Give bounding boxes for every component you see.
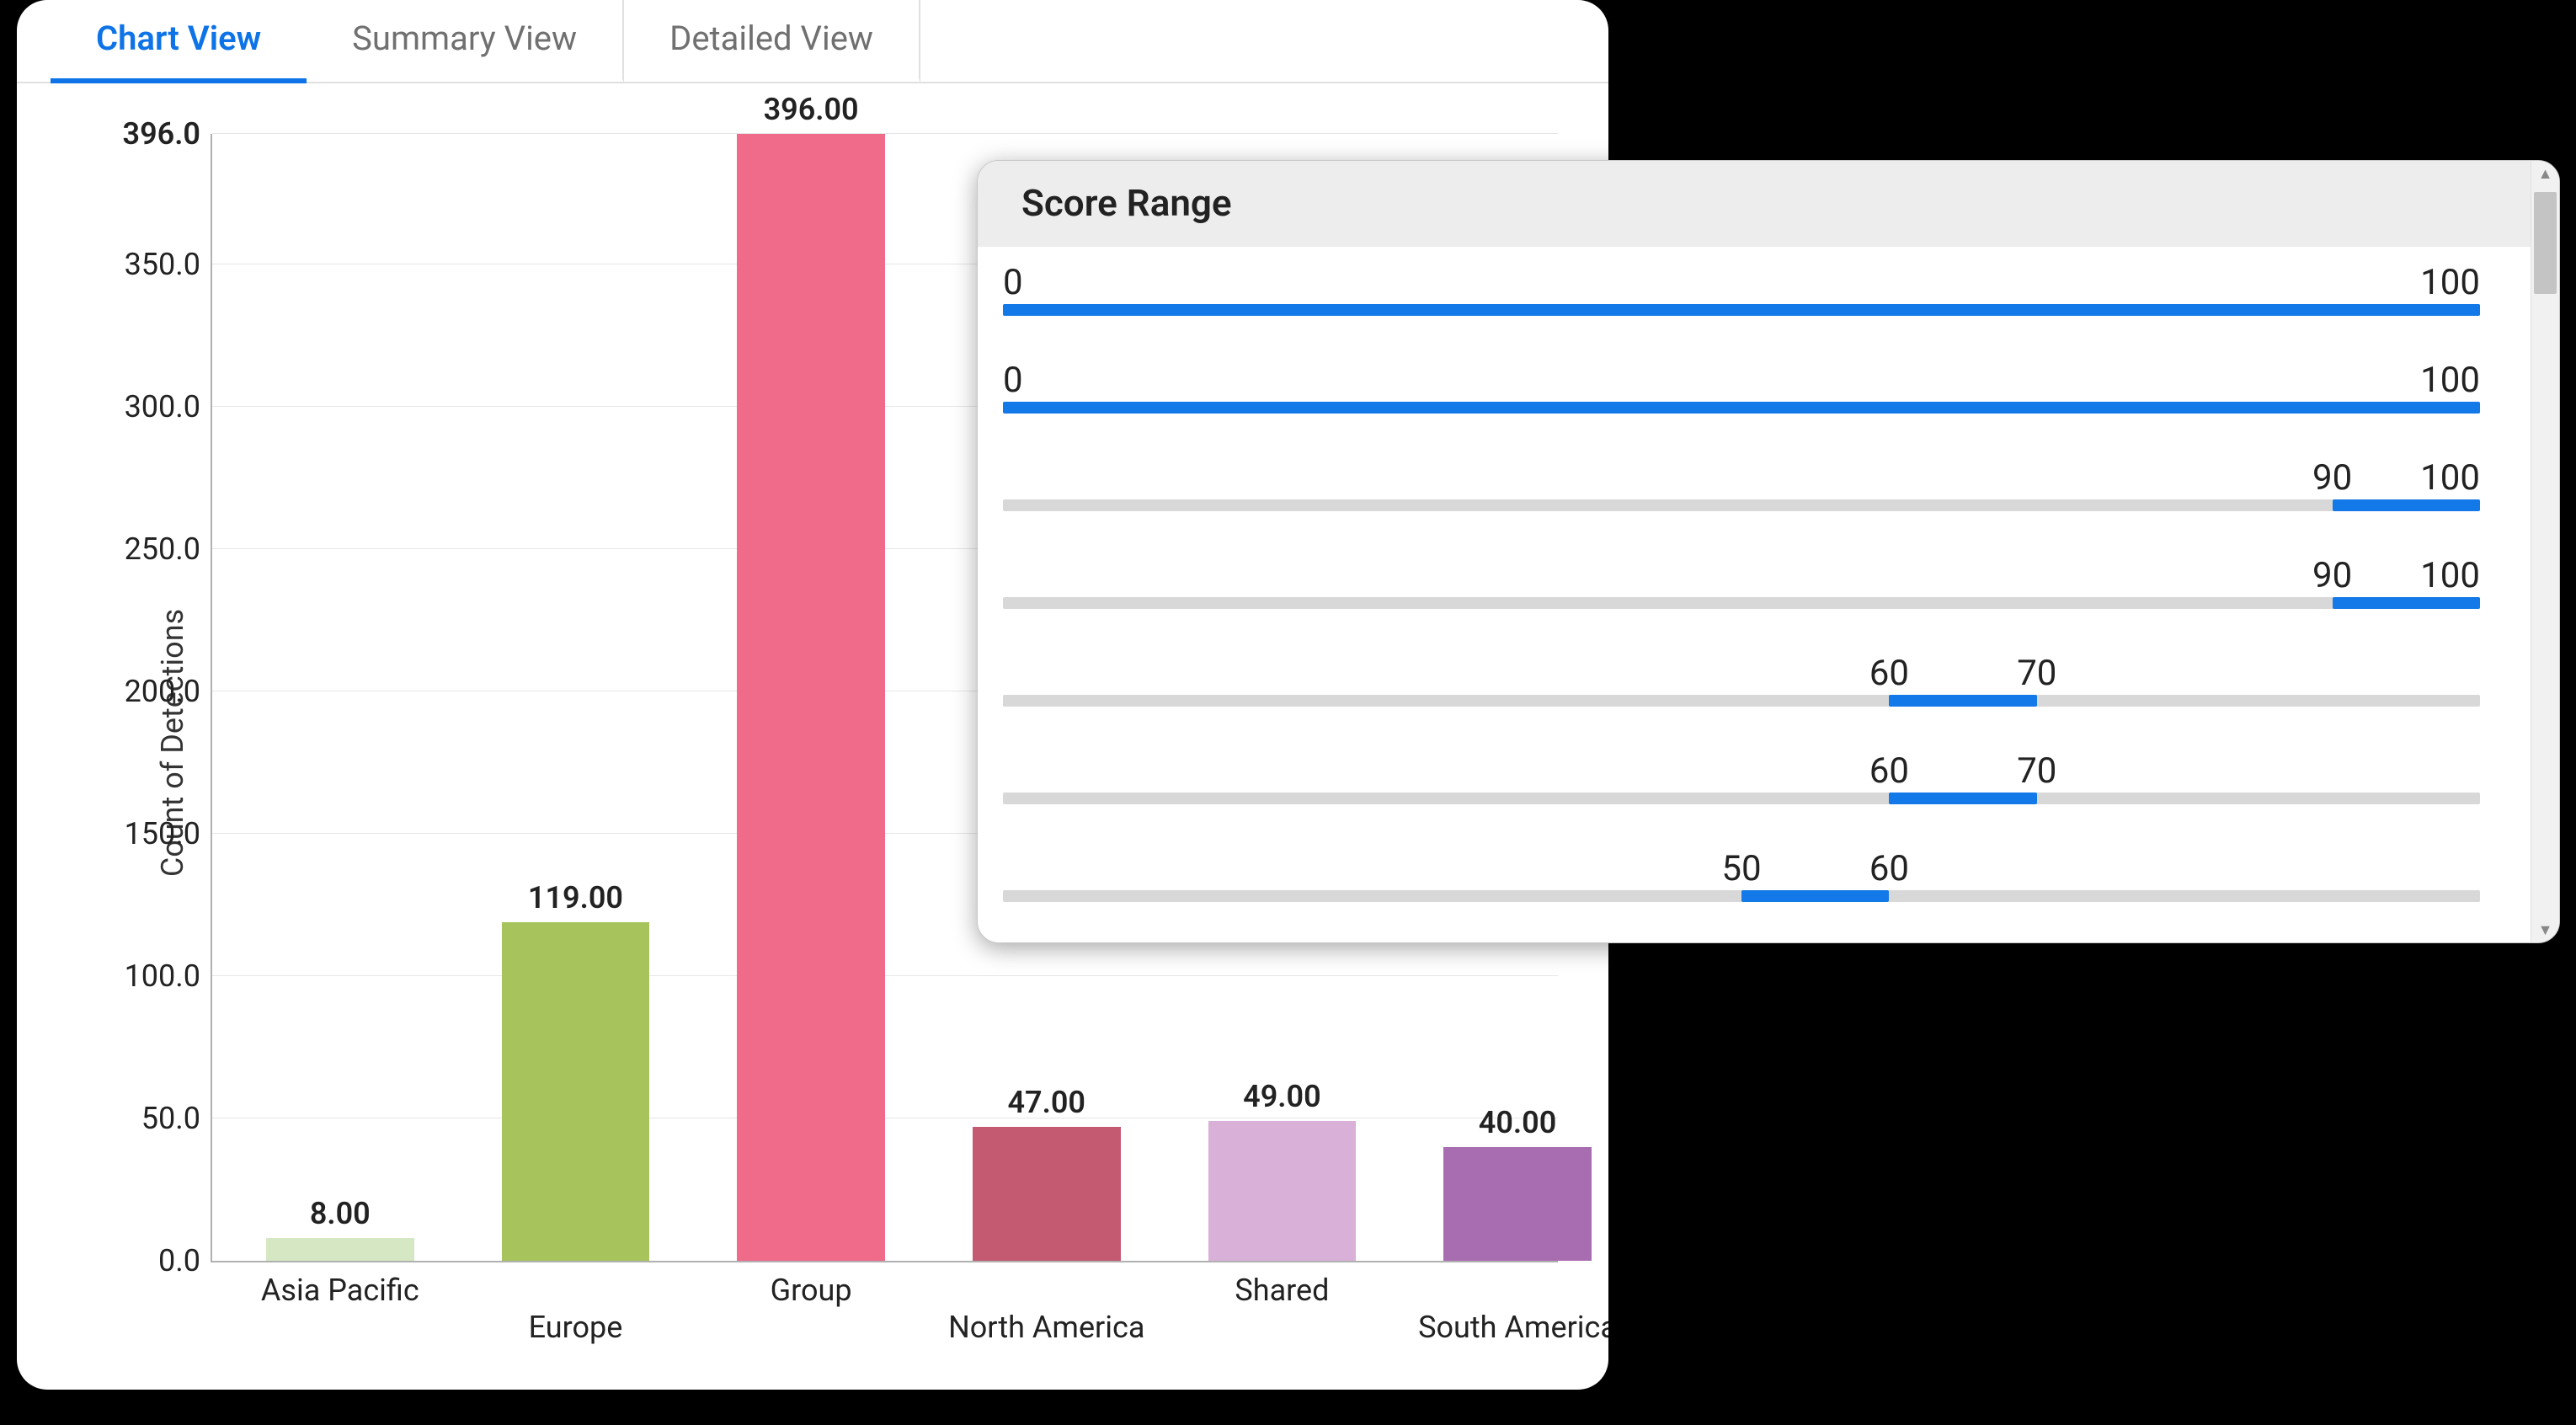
bar-value-label: 119.00: [528, 880, 623, 922]
range-fill: [1889, 793, 2036, 804]
range-fill: [1741, 890, 1889, 902]
range-slider[interactable]: [1003, 597, 2480, 609]
range-row: 60 70: [1003, 648, 2480, 745]
range-max-label: 100: [2420, 360, 2480, 401]
range-row: 0 100: [1003, 257, 2480, 355]
xtick-label: South America: [1418, 1261, 1608, 1345]
range-max-label: 70: [2017, 750, 2056, 792]
bar-value-label: 49.00: [1243, 1079, 1321, 1121]
range-fill: [1003, 304, 2480, 316]
grid-line: [212, 975, 1558, 976]
scrollbar[interactable]: ▲ ▼: [2531, 161, 2559, 942]
range-slider[interactable]: [1003, 499, 2480, 511]
bar-group[interactable]: 396.00: [737, 134, 885, 1261]
range-row: 0 100: [1003, 355, 2480, 452]
xtick-label: Europe: [529, 1261, 623, 1345]
range-max-label: 100: [2420, 262, 2480, 303]
range-min-label: 60: [1869, 750, 1909, 792]
bar-value-label: 47.00: [1007, 1085, 1085, 1127]
scroll-thumb[interactable]: [2534, 192, 2557, 294]
range-max-label: 60: [1869, 848, 1909, 889]
bar-north-america[interactable]: 47.00: [973, 1127, 1121, 1261]
range-fill: [1889, 695, 2036, 707]
ytick-label: 396.0: [123, 116, 213, 152]
bar-europe[interactable]: 119.00: [502, 922, 650, 1261]
ytick-label: 150.0: [125, 816, 212, 851]
xtick-label: Group: [771, 1261, 852, 1308]
range-row: 50 60: [1003, 843, 2480, 941]
range-slider[interactable]: [1003, 793, 2480, 804]
range-row: 60 70: [1003, 745, 2480, 843]
range-slider[interactable]: [1003, 890, 2480, 902]
ytick-label: 350.0: [125, 247, 212, 282]
ytick-label: 300.0: [125, 389, 212, 424]
panel-body: Score Range 0 100 0 100 90 100 90 100 60 70 60 70 50…: [978, 161, 2531, 942]
range-list: 0 100 0 100 90 100 90 100 60 70 60 70 50 60: [978, 247, 2531, 942]
scroll-down-icon[interactable]: ▼: [2531, 917, 2559, 942]
xtick-label: Asia Pacific: [261, 1261, 419, 1308]
range-min-label: 50: [1721, 848, 1761, 889]
ytick-label: 250.0: [125, 531, 212, 567]
range-min-label: 0: [1003, 360, 1023, 401]
range-fill: [2333, 499, 2480, 511]
range-slider[interactable]: [1003, 695, 2480, 707]
range-min-label: 90: [2312, 555, 2352, 596]
xtick-label: North America: [948, 1261, 1144, 1345]
range-min-label: 0: [1003, 262, 1023, 303]
bar-south-america[interactable]: 40.00: [1443, 1147, 1592, 1261]
range-min-label: 60: [1869, 653, 1909, 694]
ytick-label: 0.0: [158, 1243, 212, 1278]
xtick-label: Shared: [1235, 1261, 1329, 1308]
bar-shared[interactable]: 49.00: [1208, 1121, 1357, 1261]
range-fill: [1003, 402, 2480, 414]
scroll-up-icon[interactable]: ▲: [2531, 161, 2559, 186]
bar-value-label: 396.00: [764, 92, 859, 134]
tab-summary-view[interactable]: Summary View: [307, 0, 624, 83]
bar-asia-pacific[interactable]: 8.00: [266, 1238, 414, 1261]
range-max-label: 100: [2420, 457, 2480, 499]
range-max-label: 70: [2017, 653, 2056, 694]
panel-title: Score Range: [978, 161, 2531, 247]
tab-chart-view[interactable]: Chart View: [51, 0, 307, 83]
tab-detailed-view[interactable]: Detailed View: [624, 0, 920, 83]
ytick-label: 100.0: [125, 958, 212, 994]
range-min-label: 90: [2312, 457, 2352, 499]
range-max-label: 100: [2420, 555, 2480, 596]
bar-value-label: 8.00: [310, 1196, 371, 1238]
range-fill: [2333, 597, 2480, 609]
range-row: 90 100: [1003, 550, 2480, 648]
range-slider[interactable]: [1003, 402, 2480, 414]
bar-value-label: 40.00: [1479, 1105, 1557, 1147]
grid-line: [212, 133, 1558, 134]
tabs: Chart ViewSummary ViewDetailed View: [17, 0, 1608, 83]
ytick-label: 50.0: [141, 1101, 212, 1136]
range-row: 90 100: [1003, 452, 2480, 550]
score-range-panel: Score Range 0 100 0 100 90 100 90 100 60 70 60 70 50…: [977, 160, 2560, 943]
range-slider[interactable]: [1003, 304, 2480, 316]
ytick-label: 200.0: [125, 674, 212, 709]
